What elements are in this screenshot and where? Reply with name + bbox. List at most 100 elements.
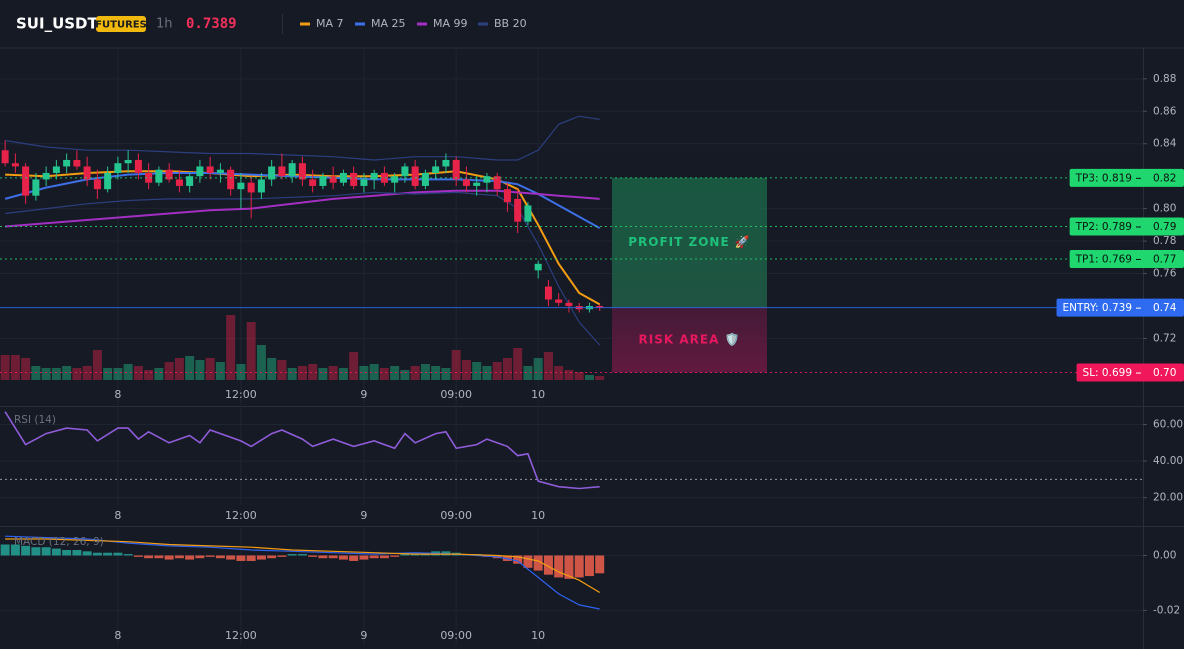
y-tick-label: 0.78 bbox=[1153, 235, 1176, 247]
macd-histogram bbox=[41, 547, 51, 556]
candle-body bbox=[350, 172, 358, 186]
panel-title: RSI (14) bbox=[14, 414, 56, 426]
volume-bar bbox=[472, 362, 482, 380]
macd-histogram bbox=[51, 548, 61, 556]
bb-upper bbox=[5, 115, 600, 161]
level-tick: 0.70 bbox=[1153, 367, 1176, 379]
volume-bar bbox=[144, 370, 154, 380]
candle-body bbox=[596, 306, 604, 308]
macd-histogram bbox=[287, 554, 297, 556]
y-tick-label: 0.72 bbox=[1153, 332, 1176, 344]
candle-body bbox=[11, 163, 19, 167]
candle-body bbox=[206, 166, 214, 173]
candle-body bbox=[175, 179, 183, 186]
volume-bar bbox=[21, 358, 31, 380]
candle-body bbox=[360, 179, 368, 186]
candle-body bbox=[319, 176, 327, 186]
macd-histogram bbox=[379, 555, 389, 559]
candle-body bbox=[565, 302, 573, 307]
volume-bar bbox=[574, 372, 584, 380]
macd-histogram bbox=[10, 544, 20, 556]
y-tick-label: 20.00 bbox=[1153, 492, 1183, 504]
legend-label: MA 25 bbox=[371, 17, 406, 30]
level-tick: 0.77 bbox=[1153, 253, 1176, 265]
volume-bar bbox=[164, 362, 174, 380]
y-tick-label: 0.88 bbox=[1153, 73, 1176, 85]
volume-bar bbox=[390, 366, 400, 380]
volume-bar bbox=[185, 356, 195, 380]
candle-body bbox=[544, 286, 552, 300]
volume-bar bbox=[123, 364, 133, 380]
macd-histogram bbox=[164, 555, 174, 560]
macd-histogram bbox=[523, 555, 533, 568]
candle-body bbox=[1, 150, 9, 164]
volume-bar bbox=[523, 366, 533, 380]
x-tick-label: 12:00 bbox=[225, 629, 257, 642]
candle-body bbox=[483, 176, 491, 183]
x-tick-label: 9 bbox=[360, 509, 367, 522]
x-tick-label: 10 bbox=[531, 388, 545, 401]
symbol: SUI_USDT bbox=[16, 15, 98, 33]
candle-body bbox=[452, 159, 460, 180]
volume-bar bbox=[441, 368, 451, 380]
level-name: TP3: 0.819 bbox=[1075, 172, 1132, 184]
macd-histogram bbox=[133, 555, 143, 557]
zone bbox=[612, 177, 767, 308]
volume-bar bbox=[543, 352, 553, 380]
panel-frame bbox=[0, 14, 1184, 649]
macd-histogram bbox=[256, 555, 266, 560]
candle-body bbox=[391, 176, 399, 183]
badge-bg bbox=[96, 16, 146, 32]
x-tick-label: 8 bbox=[114, 388, 121, 401]
candle-body bbox=[104, 172, 112, 190]
panel-title: MACD (12, 26, 9) bbox=[14, 536, 104, 548]
badge: FUTURES bbox=[95, 20, 147, 31]
candle-body bbox=[145, 172, 153, 183]
level-tag bbox=[1069, 168, 1184, 187]
ma-line bbox=[5, 189, 600, 228]
macd-histogram bbox=[195, 555, 205, 559]
macd-histogram bbox=[318, 555, 328, 559]
level-tick: 0.74 bbox=[1153, 302, 1177, 314]
level-tag bbox=[1076, 363, 1184, 382]
candle-body bbox=[134, 159, 142, 173]
candle-body bbox=[52, 166, 60, 173]
interval: 1h bbox=[156, 17, 173, 32]
level-tag bbox=[1069, 217, 1184, 236]
macd-histogram bbox=[113, 552, 123, 556]
header: SUI_USDT FUTURES 1h 0.7389 bbox=[16, 15, 237, 33]
volume-bar bbox=[359, 366, 369, 380]
macd-histogram bbox=[502, 555, 512, 561]
volume-bar bbox=[318, 368, 328, 380]
x-tick-label: 12:00 bbox=[225, 388, 257, 401]
volume-bar bbox=[267, 358, 277, 380]
y-tick-label: 0.00 bbox=[1153, 549, 1176, 561]
volume-bar bbox=[379, 368, 389, 380]
volume-bar bbox=[400, 370, 410, 380]
x-tick-label: 12:00 bbox=[225, 509, 257, 522]
candle-body bbox=[257, 179, 265, 193]
candle-body bbox=[216, 169, 224, 173]
candle-body bbox=[93, 179, 101, 190]
macd-histogram bbox=[584, 555, 594, 577]
volume-bar bbox=[369, 364, 379, 380]
volume-bar bbox=[513, 348, 523, 380]
macd-histogram bbox=[297, 554, 307, 556]
volume-bar bbox=[461, 360, 471, 380]
volume-bar bbox=[492, 362, 502, 380]
y-tick-label: 60.00 bbox=[1153, 418, 1183, 430]
volume-bar bbox=[584, 375, 594, 380]
macd-histogram bbox=[72, 549, 82, 556]
y-tick-label: 0.86 bbox=[1153, 105, 1177, 117]
volume-bar bbox=[215, 362, 225, 380]
volume-bar bbox=[51, 368, 61, 380]
volume-bar bbox=[502, 358, 512, 380]
macd-histogram bbox=[533, 555, 543, 571]
macd-histogram bbox=[277, 555, 287, 557]
candle-body bbox=[514, 198, 522, 222]
volume-bar bbox=[103, 368, 113, 380]
macd-histogram bbox=[123, 554, 133, 556]
x-tick-label: 9 bbox=[360, 388, 367, 401]
candle-body bbox=[309, 179, 317, 186]
macd-line bbox=[5, 535, 600, 610]
